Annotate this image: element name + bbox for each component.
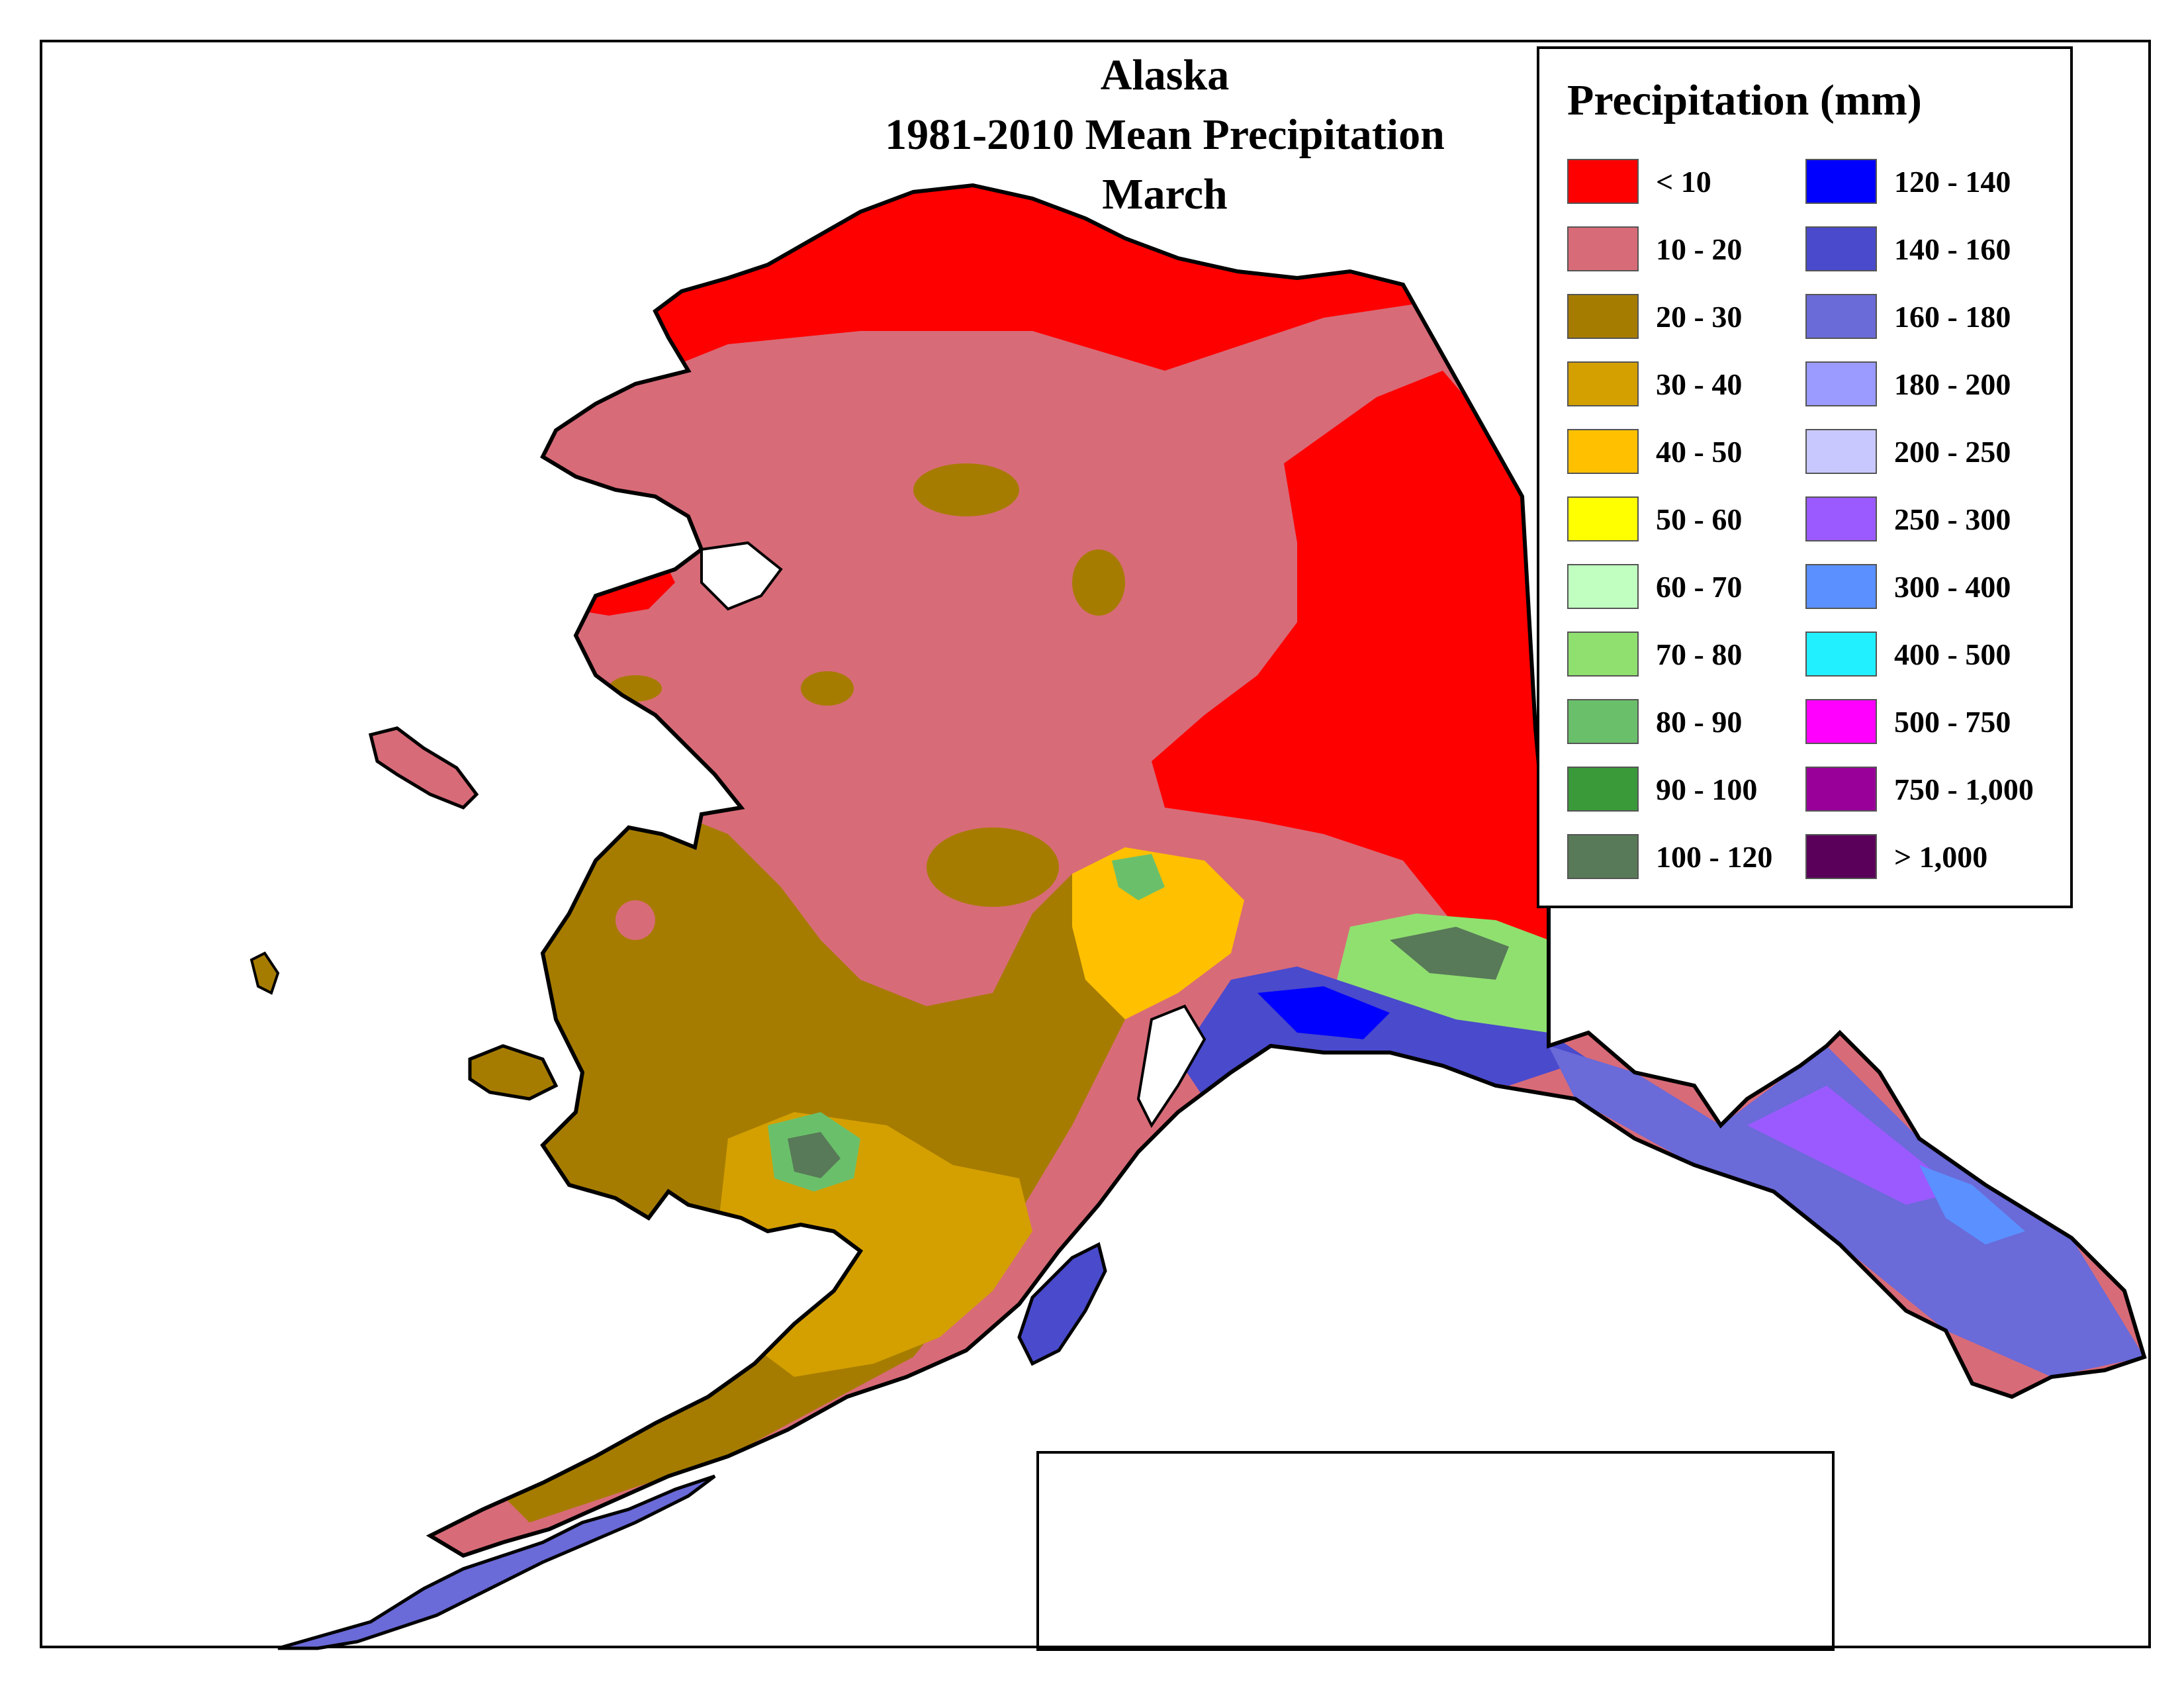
legend-item: 250 - 300 — [1805, 496, 2044, 543]
legend-item: 80 - 90 — [1567, 699, 1805, 745]
legend-swatch — [1567, 767, 1639, 812]
legend-label: 20 - 30 — [1656, 300, 1743, 334]
legend-swatch — [1567, 294, 1639, 339]
legend-label: 250 - 300 — [1894, 502, 2011, 536]
legend-swatch — [1805, 361, 1877, 406]
legend-swatch — [1567, 564, 1639, 609]
legend-label: 90 - 100 — [1656, 773, 1758, 806]
legend-swatch — [1805, 496, 1877, 541]
legend-swatch — [1805, 429, 1877, 474]
legend-label: 10 - 20 — [1656, 232, 1743, 266]
legend-swatch — [1567, 361, 1639, 406]
legend-item: < 10 — [1567, 159, 1805, 205]
legend-title: Precipitation (mm) — [1567, 76, 1922, 124]
legend-swatch — [1805, 564, 1877, 609]
legend-label: < 10 — [1656, 165, 1711, 199]
kodiak-island — [1017, 1242, 1107, 1366]
legend-swatch — [1805, 834, 1877, 879]
map-title-line1: Alaska — [1100, 51, 1230, 99]
legend-swatch — [1567, 226, 1639, 271]
legend-swatch — [1567, 496, 1639, 541]
legend-item: 90 - 100 — [1567, 767, 1805, 813]
legend-item: 300 - 400 — [1805, 564, 2044, 610]
legend-swatch — [1567, 159, 1639, 204]
legend-swatch — [1805, 226, 1877, 271]
legend-label: 70 - 80 — [1656, 637, 1743, 671]
legend-label: 200 - 250 — [1894, 435, 2011, 469]
legend-swatch — [1567, 632, 1639, 677]
legend-item: 200 - 250 — [1805, 429, 2044, 475]
legend-label: 300 - 400 — [1894, 570, 2011, 604]
legend-label: 120 - 140 — [1894, 165, 2011, 199]
legend-item: 120 - 140 — [1805, 159, 2044, 205]
legend-label: 500 - 750 — [1894, 705, 2011, 739]
legend-item: 20 - 30 — [1567, 294, 1805, 340]
nunivak-island — [468, 1044, 559, 1101]
legend-item: 160 - 180 — [1805, 294, 2044, 340]
mainland-outline — [426, 183, 2147, 1558]
legend-label: 750 - 1,000 — [1894, 773, 2034, 806]
legend-label: 160 - 180 — [1894, 300, 2011, 334]
legend-label: > 1,000 — [1894, 840, 1988, 874]
legend-swatch — [1805, 294, 1877, 339]
legend-label: 100 - 120 — [1656, 840, 1773, 874]
cook-inlet — [1136, 1004, 1206, 1128]
legend-item: 70 - 80 — [1567, 632, 1805, 678]
legend-label: 140 - 160 — [1894, 232, 2011, 266]
legend-item: 60 - 70 — [1567, 564, 1805, 610]
legend-swatch — [1567, 699, 1639, 744]
legend-label: 180 - 200 — [1894, 367, 2011, 401]
legend-swatch — [1805, 767, 1877, 812]
legend-item: 10 - 20 — [1567, 226, 1805, 273]
legend: Precipitation (mm) < 10 10 - 20 20 - 30 30 … — [1537, 46, 2073, 908]
legend-item: > 1,000 — [1805, 834, 2044, 880]
map-title-line2: 1981-2010 Mean Precipitation — [885, 111, 1445, 159]
legend-item: 100 - 120 — [1567, 834, 1805, 880]
legend-label: 40 - 50 — [1656, 435, 1743, 469]
norton-sound — [700, 541, 783, 611]
legend-item: 750 - 1,000 — [1805, 767, 2044, 813]
legend-item: 500 - 750 — [1805, 699, 2044, 745]
legend-item: 30 - 40 — [1567, 361, 1805, 408]
st-lawrence-island — [368, 726, 479, 810]
aleutian-chain — [277, 1474, 716, 1650]
legend-item: 140 - 160 — [1805, 226, 2044, 273]
legend-item: 40 - 50 — [1567, 429, 1805, 475]
legend-label: 50 - 60 — [1656, 502, 1743, 536]
legend-label: 400 - 500 — [1894, 637, 2011, 671]
map-title-line3: March — [1102, 170, 1228, 218]
legend-label: 30 - 40 — [1656, 367, 1743, 401]
legend-swatch — [1805, 632, 1877, 677]
legend-item: 400 - 500 — [1805, 632, 2044, 678]
legend-swatch — [1805, 699, 1877, 744]
legend-swatch — [1567, 429, 1639, 474]
legend-swatch — [1805, 159, 1877, 204]
legend-label: 60 - 70 — [1656, 570, 1743, 604]
aleutian-inset — [1036, 1451, 1835, 1651]
legend-item: 50 - 60 — [1567, 496, 1805, 543]
legend-item: 180 - 200 — [1805, 361, 2044, 408]
legend-label: 80 - 90 — [1656, 705, 1743, 739]
pribilof-islands — [250, 951, 280, 995]
legend-swatch — [1567, 834, 1639, 879]
